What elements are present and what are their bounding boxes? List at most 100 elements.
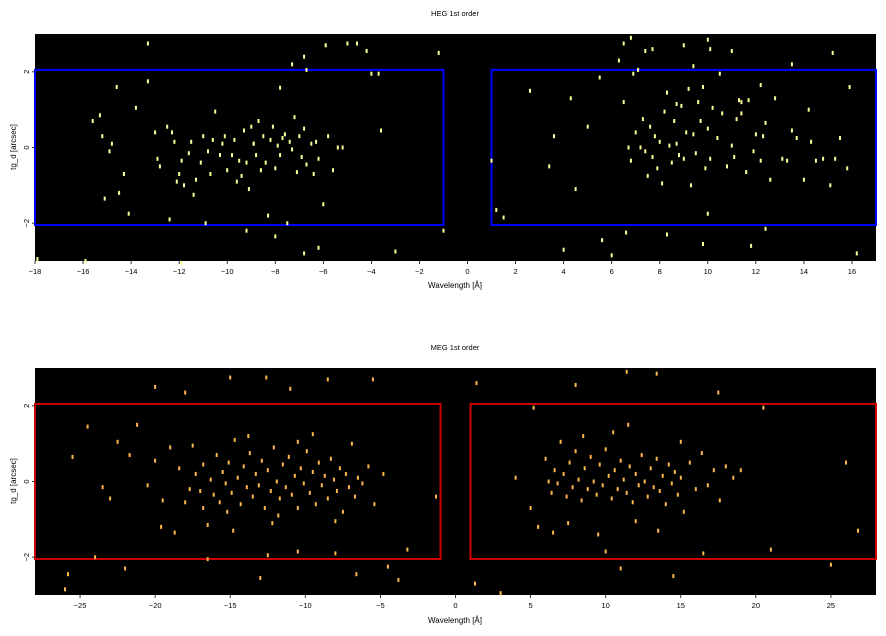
meg-xtick-label-3: −10 [299,601,312,610]
meg-point-4 [154,384,157,389]
meg-ytick-label-2: 2 [22,404,31,408]
meg-point-45 [128,453,131,457]
heg-point-202 [675,102,678,106]
meg-point-134 [571,485,574,490]
meg-point-181 [567,521,570,526]
heg-point-167 [769,177,772,182]
heg-x-axis-label: Wavelength [Å] [428,281,482,290]
meg-point-157 [640,453,643,457]
meg-point-142 [595,492,598,497]
heg-point-190 [750,243,753,248]
heg-point-32 [171,130,173,135]
heg-point-44 [207,149,209,154]
meg-point-135 [574,449,577,454]
heg-point-4 [279,85,282,90]
heg-point-64 [259,168,262,173]
meg-point-47 [146,483,149,488]
meg-point-36 [769,547,772,552]
heg-point-169 [781,156,784,161]
meg-point-164 [661,473,664,478]
heg-point-161 [745,170,748,175]
heg-point-147 [697,100,700,105]
heg-point-96 [286,221,289,226]
meg-point-168 [673,470,676,474]
heg-point-16 [442,228,445,233]
heg-xtick-label-2: −14 [125,267,138,276]
meg-point-43 [109,496,112,501]
meg-point-183 [612,430,615,435]
heg-point-117 [625,230,628,235]
meg-point-2 [94,555,97,560]
meg-point-136 [577,477,580,482]
meg-point-124 [537,524,540,529]
heg-point-46 [211,137,214,142]
heg-point-180 [846,166,849,171]
meg-point-58 [202,462,205,467]
heg-point-160 [740,100,743,105]
heg-point-125 [644,149,647,154]
heg-point-100 [252,141,255,146]
meg-point-40 [71,454,74,459]
heg-point-157 [730,143,733,148]
heg-point-133 [663,109,666,114]
meg-point-93 [308,490,311,495]
heg-point-49 [221,141,224,146]
heg-point-123 [639,145,642,150]
heg-xtick-label-3: −12 [173,267,186,276]
heg-ytick-label-2: 2 [22,70,31,74]
meg-xtick-label-10: 25 [827,601,835,610]
heg-point-191 [764,226,767,231]
heg-point-84 [312,172,315,176]
meg-ytick-label-1: 0 [22,479,31,483]
meg-point-17 [355,572,358,577]
heg-point-86 [317,156,320,161]
heg-point-197 [709,47,712,52]
meg-point-11 [265,375,268,380]
heg-point-162 [752,149,755,154]
heg-point-40 [192,192,195,197]
heg-point-173 [802,177,805,182]
heg-point-75 [288,139,291,144]
meg-point-166 [667,462,670,467]
heg-point-104 [502,215,505,220]
heg-plot-area [35,34,876,261]
meg-point-137 [580,498,583,503]
meg-point-176 [712,468,715,473]
heg-point-178 [834,156,837,161]
heg-point-93 [204,221,207,226]
meg-point-140 [589,454,592,459]
meg-point-65 [224,481,227,486]
meg-point-101 [332,477,335,482]
heg-point-141 [682,156,685,161]
heg-point-72 [279,153,282,158]
heg-point-25 [127,211,130,216]
heg-point-137 [673,119,676,123]
heg-point-194 [622,41,625,46]
meg-point-34 [717,390,720,395]
heg-point-43 [202,134,205,139]
meg-point-108 [353,494,356,499]
heg-ytick-label-0: −2 [22,219,31,228]
meg-point-179 [732,475,735,480]
meg-point-126 [547,479,550,484]
heg-point-15 [437,50,440,55]
heg-point-47 [214,109,217,114]
heg-point-62 [255,153,258,158]
heg-point-145 [692,132,695,137]
meg-point-155 [634,471,637,476]
heg-point-116 [622,100,625,105]
heg-point-201 [759,83,762,88]
heg-point-85 [315,139,318,144]
meg-point-38 [845,460,847,465]
meg-point-84 [281,462,284,467]
heg-point-127 [649,124,652,129]
meg-point-13 [289,386,292,391]
meg-point-76 [257,483,260,488]
meg-point-139 [586,487,589,492]
heg-point-138 [675,141,678,146]
heg-point-195 [629,35,632,40]
meg-point-87 [290,492,293,497]
heg-point-113 [601,238,604,243]
heg-point-192 [644,49,647,53]
heg-xtick-label-0: −18 [29,267,42,276]
